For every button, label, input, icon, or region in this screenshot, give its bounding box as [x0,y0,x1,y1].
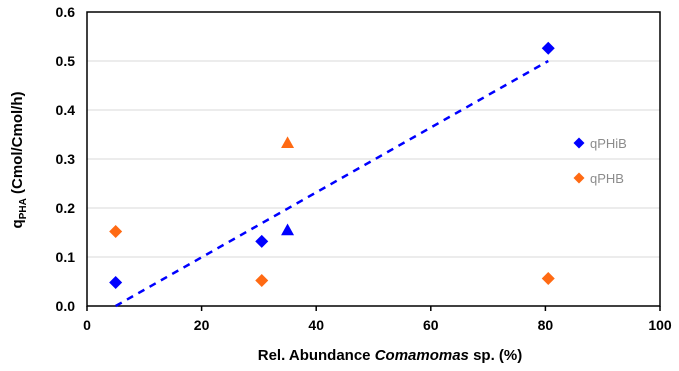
y-axis-title: qPHA (Cmol/Cmol/h) [9,92,29,229]
plot-area-border [86,11,661,307]
x-tick-label: 100 [648,317,672,333]
data-points [109,41,555,289]
data-point-triangle [281,136,295,149]
x-tick-label: 40 [308,317,324,333]
y-axis-title-part-1: q [9,219,26,228]
x-axis-title: Rel. Abundance Comamomas sp. (%) [258,347,523,364]
legend-marker-qPHB [573,172,585,184]
y-tick-label: 0.2 [56,200,76,216]
x-tick-label: 20 [194,317,210,333]
x-axis-title-part-2: Comamomas [375,347,469,364]
data-point-qPHiB [541,41,555,55]
data-point-qPHB [255,274,269,288]
y-tick-label: 0.3 [56,151,76,167]
y-axis-title-subscript: PHA [18,198,29,219]
x-axis-ticks: 0 20 40 60 80 100 [83,306,672,333]
x-tick-label: 0 [83,317,91,333]
y-tick-label: 0.0 [56,298,76,314]
data-point-qPHiB [109,275,123,289]
y-tick-label: 0.6 [56,4,76,20]
x-axis-title-part-3: sp. (%) [469,347,522,364]
y-tick-label: 0.5 [56,53,76,69]
gridlines [87,60,660,258]
data-point-triangle [281,223,295,236]
y-tick-label: 0.1 [56,249,76,265]
y-axis-ticks: 0.0 0.1 0.2 0.3 0.4 0.5 0.6 [56,4,76,314]
trendline [115,59,549,308]
legend-marker-qPHiB [573,137,585,149]
x-tick-label: 60 [423,317,439,333]
y-tick-label: 0.4 [56,102,76,118]
data-point-qPHB [109,225,123,239]
legend-label-qPHiB: qPHiB [590,136,627,151]
x-tick-label: 80 [538,317,554,333]
y-axis-title-part-3: (Cmol/Cmol/h) [9,92,26,199]
legend-label-qPHB: qPHB [590,171,624,186]
legend: qPHiB qPHB [573,136,627,186]
data-point-qPHiB [255,234,269,248]
x-axis-title-part-1: Rel. Abundance [258,347,375,364]
data-point-qPHB [541,272,555,286]
